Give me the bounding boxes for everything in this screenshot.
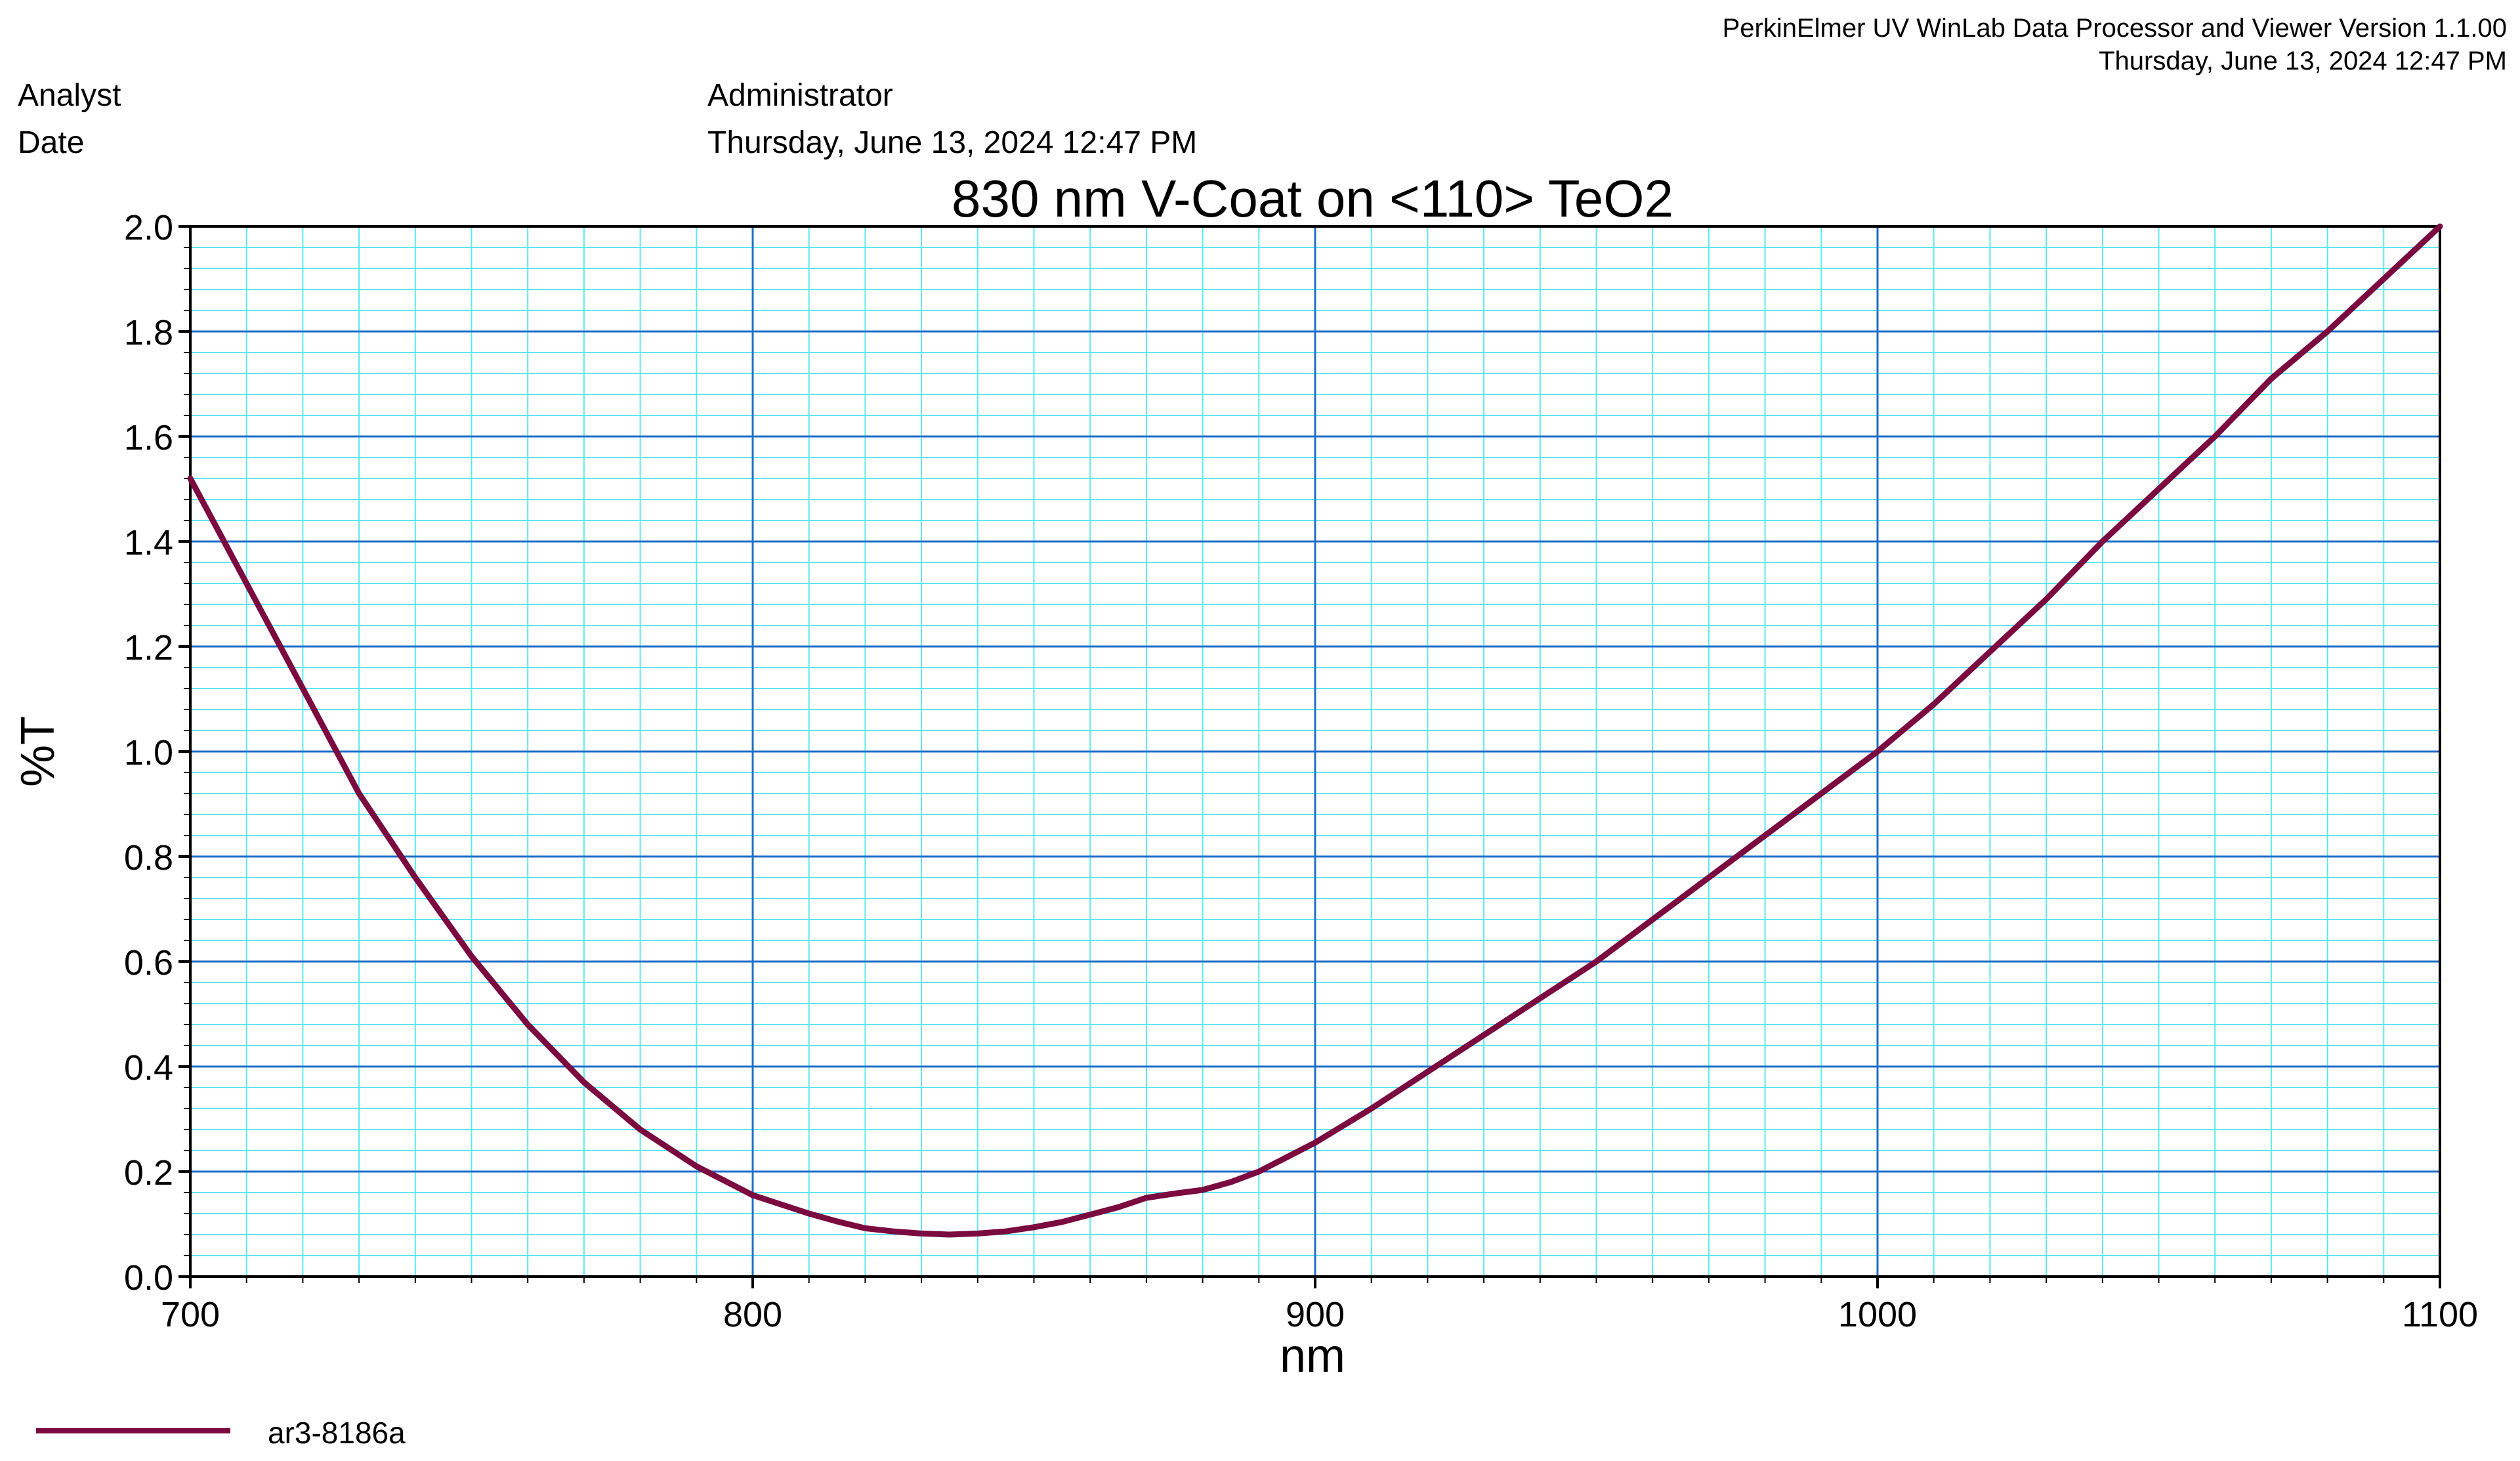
legend: ar3-8186a [36, 1411, 2005, 1450]
x-tick-label: 900 [1286, 1295, 1345, 1334]
y-tick-label: 0.6 [124, 943, 173, 983]
chart-title: 830 nm V-Coat on <110> TeO2 [952, 169, 1673, 228]
software-version-text: PerkinElmer UV WinLab Data Processor and… [1722, 14, 2507, 43]
y-tick-label: 1.0 [124, 733, 173, 773]
legend-line-swatch [36, 1428, 230, 1433]
y-axis-label: %T [12, 716, 64, 787]
y-tick-label: 0.4 [124, 1048, 173, 1088]
series-line-ar3-8186a [187, 223, 2443, 1238]
x-tick-label: 1000 [1838, 1295, 1917, 1334]
y-tick-label: 2.0 [124, 208, 173, 247]
y-tick-label: 0.2 [124, 1153, 173, 1193]
analyst-label: Analyst [18, 78, 121, 113]
legend-label: ar3-8186a [268, 1416, 406, 1450]
y-tick-label: 1.6 [124, 418, 173, 457]
analyst-value: Administrator [707, 78, 893, 113]
y-tick-label: 0.0 [124, 1258, 173, 1298]
axis-ticks [178, 225, 2441, 1288]
y-tick-label: 1.8 [124, 313, 173, 352]
x-axis-label: nm [1280, 1330, 1345, 1382]
x-tick-labels: 700 800 900 1000 1100 [161, 1295, 2478, 1334]
y-tick-label: 1.2 [124, 628, 173, 667]
header-datetime-text: Thursday, June 13, 2024 12:47 PM [2099, 47, 2507, 75]
x-tick-label: 700 [161, 1295, 220, 1334]
y-tick-label: 1.4 [124, 523, 173, 562]
date-label: Date [18, 125, 85, 160]
x-tick-label: 1100 [2402, 1295, 2478, 1334]
x-tick-label: 800 [723, 1295, 782, 1334]
date-value: Thursday, June 13, 2024 12:47 PM [707, 125, 1198, 160]
report-header: PerkinElmer UV WinLab Data Processor and… [1723, 12, 2507, 77]
y-tick-label: 0.8 [124, 838, 173, 878]
y-tick-labels: 0.0 0.2 0.4 0.6 0.8 1.0 1.2 1.4 1.6 1.8 2.0 [124, 208, 173, 1298]
